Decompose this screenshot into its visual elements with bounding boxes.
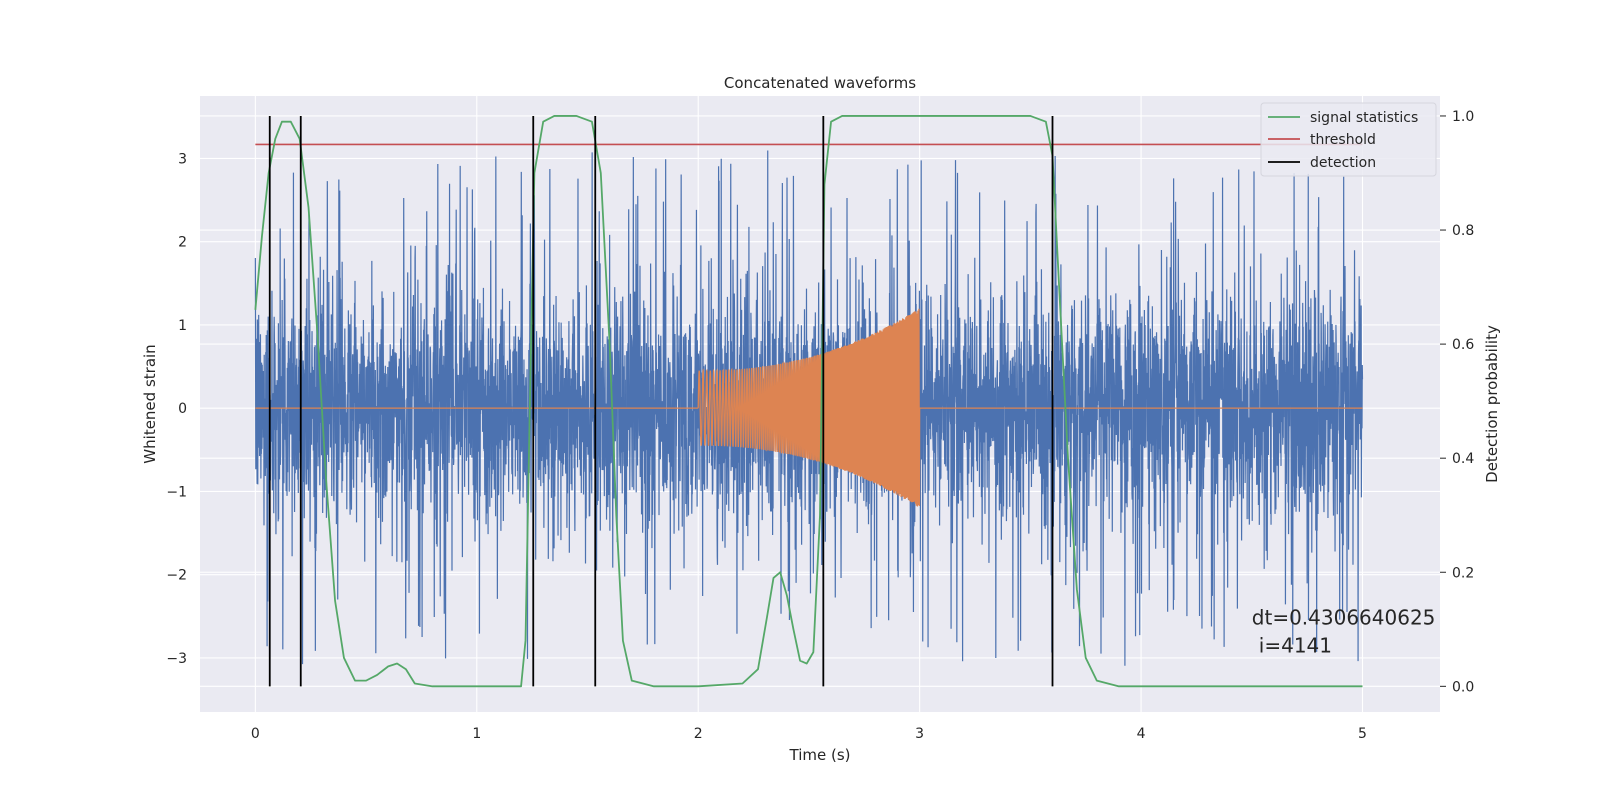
y-tick-label: −2: [166, 568, 187, 584]
x-tick-label: 3: [915, 726, 924, 742]
y-tick-label: 3: [178, 151, 187, 167]
y-tick-label: 1: [178, 318, 187, 334]
y2-tick-label: 0.2: [1452, 565, 1474, 581]
y2-tick-label: 0.6: [1452, 337, 1474, 353]
x-tick-label: 2: [694, 726, 703, 742]
y-tick-label: −3: [166, 651, 187, 667]
x-tick-label: 0: [251, 726, 260, 742]
y2-tick-label: 0.4: [1452, 451, 1474, 467]
y-axis-right: 0.0 0.2 0.4 0.6 0.8 1.0: [1440, 109, 1474, 695]
annotation-dt: dt=0.4306640625: [1252, 606, 1436, 630]
annotation-index: i=4141: [1259, 634, 1332, 658]
y2-tick-label: 1.0: [1452, 109, 1474, 125]
y-tick-label: −1: [166, 484, 187, 500]
legend-label-detection: detection: [1310, 155, 1376, 171]
x-tick-label: 5: [1358, 726, 1367, 742]
template-series-line: [255, 308, 1363, 507]
y-tick-label: 0: [178, 401, 187, 417]
x-tick-label: 4: [1137, 726, 1146, 742]
x-axis: 0 1 2 3 4 5: [251, 726, 1367, 742]
y-axis-left: −3 −2 −1 0 1 2 3: [166, 151, 187, 666]
signal-statistics-line: [254, 115, 1363, 688]
x-tick-label: 1: [472, 726, 481, 742]
x-axis-label: Time (s): [789, 746, 851, 764]
legend-box: [1260, 102, 1437, 177]
y2-tick-label: 0.0: [1452, 679, 1474, 695]
chart-title: Concatenated waveforms: [724, 74, 916, 92]
y-axis-label: Whitened strain: [141, 344, 159, 463]
legend: signal statistics threshold detection: [1260, 102, 1437, 177]
y2-axis-label: Detection probability: [1483, 325, 1501, 483]
legend-label-signal-statistics: signal statistics: [1310, 110, 1418, 126]
y-tick-label: 2: [178, 235, 187, 251]
y2-tick-label: 0.8: [1452, 223, 1474, 239]
legend-label-threshold: threshold: [1310, 132, 1376, 148]
plot-area: [254, 115, 1364, 688]
